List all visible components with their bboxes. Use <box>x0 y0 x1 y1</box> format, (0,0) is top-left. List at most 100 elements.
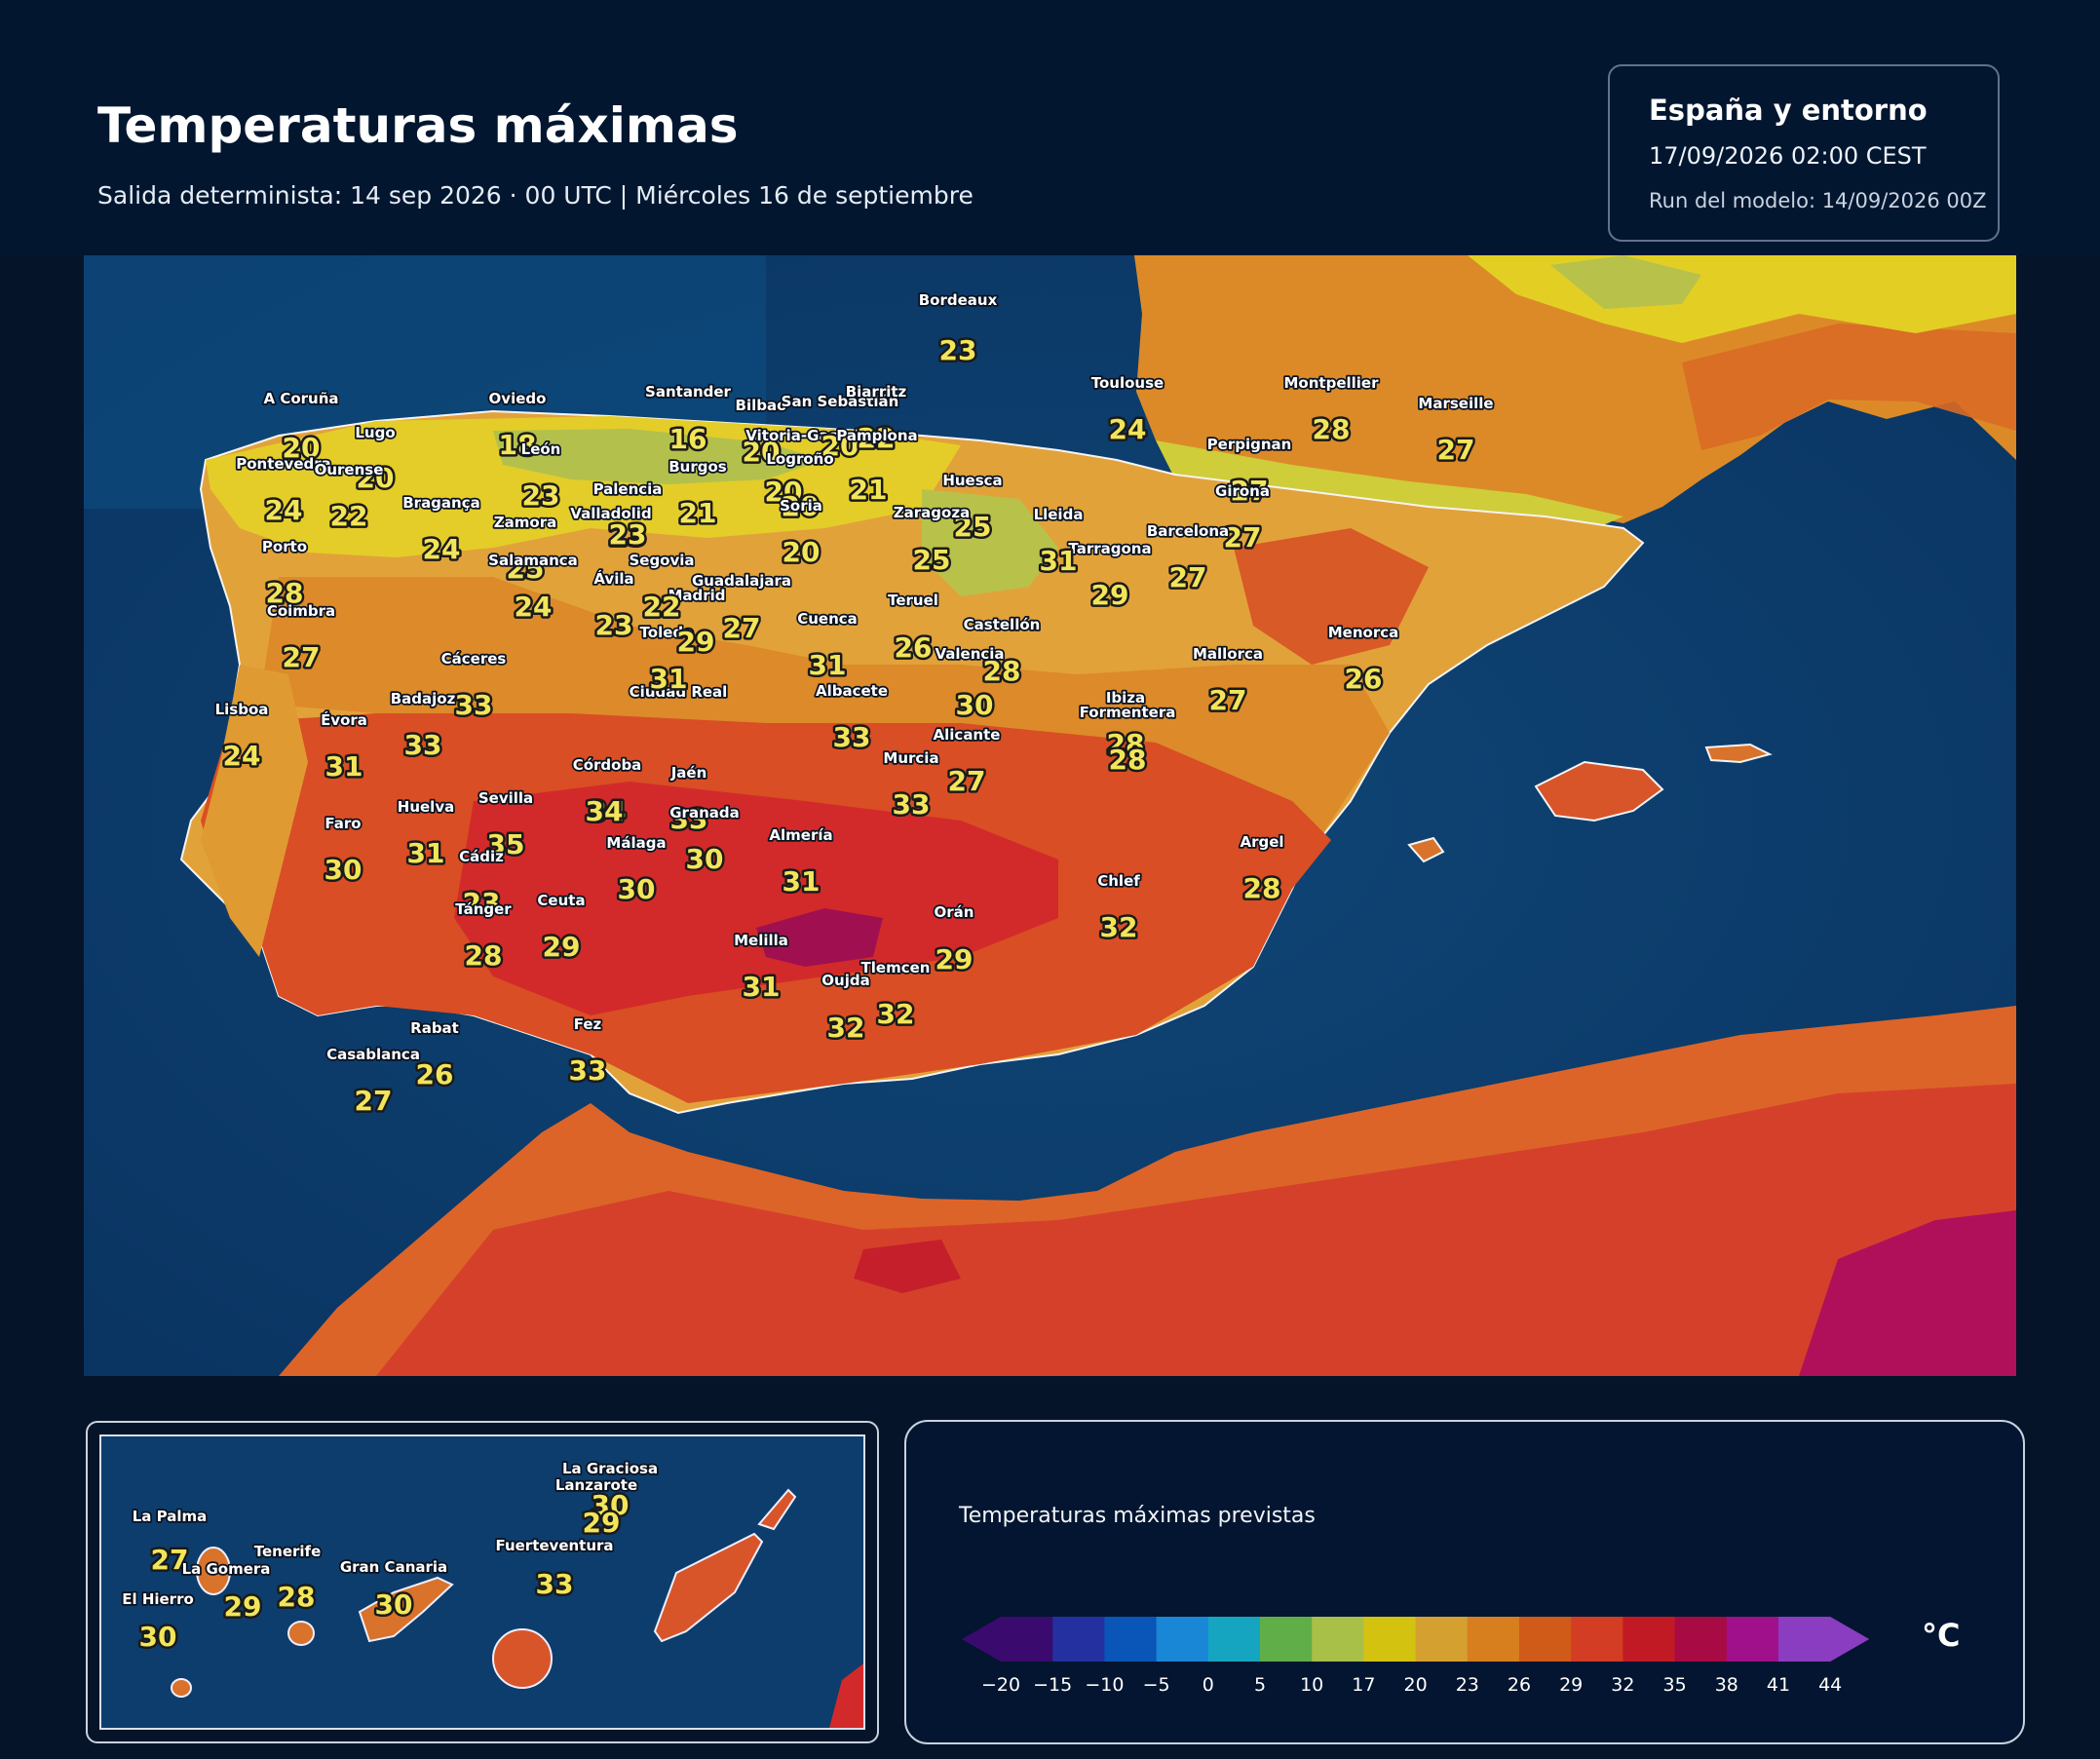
city-name-palencia: Palencia <box>593 480 663 498</box>
island-temp-lanzarote: 29 <box>583 1507 621 1539</box>
city-temp-oran: 29 <box>935 943 974 975</box>
city-name-tlemcen: Tlemcen <box>861 959 931 976</box>
africa-magenta <box>1799 1210 2016 1376</box>
island-temp-gran-canaria: 30 <box>375 1588 413 1621</box>
city-name-barcelona: Barcelona <box>1147 522 1229 540</box>
ibiza-land <box>1407 836 1445 863</box>
header-bar: Temperaturas máximas Salida determinista… <box>0 0 2100 255</box>
city-temp-fez: 33 <box>569 1054 607 1087</box>
legend-scale: −20 −15 −10 −5 0 5 10 17 20 23 26 29 32 35 38 41 44 <box>962 1617 1870 1696</box>
gran-canaria-land <box>492 1628 553 1689</box>
city-name-santander: Santander <box>645 383 731 401</box>
city-name-marseille: Marseille <box>1418 395 1493 412</box>
city-name-oviedo: Oviedo <box>489 390 547 407</box>
legend-swatch-0 <box>1001 1617 1053 1662</box>
city-temp-lisboa: 24 <box>223 740 261 772</box>
tenerife-land <box>358 1576 454 1643</box>
city-temp-menorca: 26 <box>1345 663 1383 695</box>
city-temp-palencia: 23 <box>609 519 647 552</box>
city-temp-oujda: 32 <box>827 1012 865 1044</box>
city-name-bilbao: Bilbao <box>736 397 787 414</box>
legend-tick-1: −15 <box>1033 1674 1072 1696</box>
city-temp-vitoria-gasteiz: 20 <box>765 476 803 508</box>
city-temp-chlef: 32 <box>1100 911 1138 943</box>
legend-tick-13: 35 <box>1663 1674 1687 1696</box>
island-name-la-gomera: La Gomera <box>182 1560 271 1578</box>
city-temp-oviedo: 18 <box>499 429 537 461</box>
legend-tick-7: 17 <box>1352 1674 1375 1696</box>
city-name-murcia: Murcia <box>883 749 938 767</box>
page-title: Temperaturas máximas <box>97 97 739 154</box>
city-name-a-coruna: A Coruña <box>263 390 338 407</box>
city-temp-barcelona: 27 <box>1169 561 1207 593</box>
city-temp-cordoba: 34 <box>589 795 627 827</box>
island-name-lanzarote: Lanzarote <box>555 1476 637 1494</box>
main-map-svg: A Coruña 20 Lugo 20 Oviedo 18 Santander 16 Bilba… <box>84 255 2016 1376</box>
city-name-fez: Fez <box>574 1015 602 1033</box>
city-name-lugo: Lugo <box>355 424 395 441</box>
city-temp-zamora: 25 <box>507 553 545 585</box>
city-temp-pamplona: 21 <box>850 474 888 506</box>
city-name-melilla: Melilla <box>734 932 788 949</box>
city-temp-malaga: 30 <box>618 873 656 905</box>
city-temp-guadalajara: 27 <box>723 612 761 644</box>
france-green <box>1550 255 1701 309</box>
city-name-lleida: Lleida <box>1034 506 1084 523</box>
city-name-oran: Orán <box>935 903 974 921</box>
city-temp-porto: 28 <box>266 577 304 609</box>
city-temp-sevilla: 35 <box>487 828 525 860</box>
city-name-valladolid: Valladolid <box>570 505 651 522</box>
legend-tick-11: 29 <box>1559 1674 1583 1696</box>
legend-swatch-4 <box>1207 1617 1261 1662</box>
main-map[interactable]: A Coruña 20 Lugo 20 Oviedo 18 Santander 16 Bilba… <box>84 255 2016 1376</box>
city-temp-valladolid: 23 <box>609 518 647 551</box>
city-name-mallorca: Mallorca <box>1193 645 1263 663</box>
ebro-hot <box>1234 528 1429 665</box>
legend-unit: °C <box>1922 1617 1961 1654</box>
city-name-toledo: Toledo <box>640 624 694 641</box>
city-temp-toledo: 29 <box>677 626 715 658</box>
city-name-badajoz: Badajoz <box>391 690 456 707</box>
city-name-valencia: Valencia <box>935 645 1004 663</box>
city-name-madrid: Madrid <box>668 587 725 604</box>
city-name-huesca: Huesca <box>942 472 1002 489</box>
city-temp-coimbra: 27 <box>283 641 321 673</box>
legend-swatch-12 <box>1623 1617 1676 1662</box>
city-name-logrono: Logroño <box>766 450 833 468</box>
city-temp-tlemcen: 32 <box>877 998 915 1030</box>
city-name-sevilla: Sevilla <box>478 789 533 807</box>
africa-hot <box>376 1084 2016 1376</box>
city-temp-perpignan: 27 <box>1231 475 1269 507</box>
city-name-caceres: Cáceres <box>441 650 507 668</box>
island-temp-la-graciosa: 30 <box>592 1489 630 1521</box>
city-name-pontevedra: Pontevedra <box>236 455 331 473</box>
city-name-ourense: Ourense <box>315 461 384 478</box>
city-temp-bilbao: 20 <box>743 436 781 468</box>
city-temp-caceres: 33 <box>455 689 493 721</box>
portugal-coast <box>201 665 308 957</box>
city-name-almeria: Almería <box>769 826 832 844</box>
city-name-ibiza: Ibiza <box>1106 689 1145 707</box>
city-temp-almeria: 31 <box>783 865 821 898</box>
legend-tick-3: −5 <box>1143 1674 1170 1696</box>
legend-swatch-3 <box>1156 1617 1209 1662</box>
city-temp-faro: 30 <box>325 854 363 886</box>
city-name-biarritz: Biarritz <box>846 383 907 401</box>
city-name-avila: Ávila <box>593 569 633 588</box>
city-name-cuenca: Cuenca <box>797 610 858 628</box>
city-name-salamanca: Salamanca <box>488 552 578 569</box>
city-temp-huesca: 25 <box>954 511 992 543</box>
legend-tick-8: 20 <box>1404 1674 1428 1696</box>
island-name-fuerteventura: Fuerteventura <box>495 1537 613 1554</box>
legend-swatch-14 <box>1726 1617 1779 1662</box>
legend-swatch-2 <box>1104 1617 1158 1662</box>
canarias-inset[interactable]: La Graciosa 30 Lanzarote 29 La Palma 27 Teneri… <box>86 1421 879 1743</box>
city-temp-avila: 23 <box>595 609 633 641</box>
city-name-pamplona: Pamplona <box>836 427 917 444</box>
city-name-rabat: Rabat <box>410 1019 459 1037</box>
city-temp-santander: 16 <box>669 423 707 455</box>
city-temp-a-coruna: 20 <box>283 432 321 464</box>
island-name-gran-canaria: Gran Canaria <box>340 1558 447 1576</box>
